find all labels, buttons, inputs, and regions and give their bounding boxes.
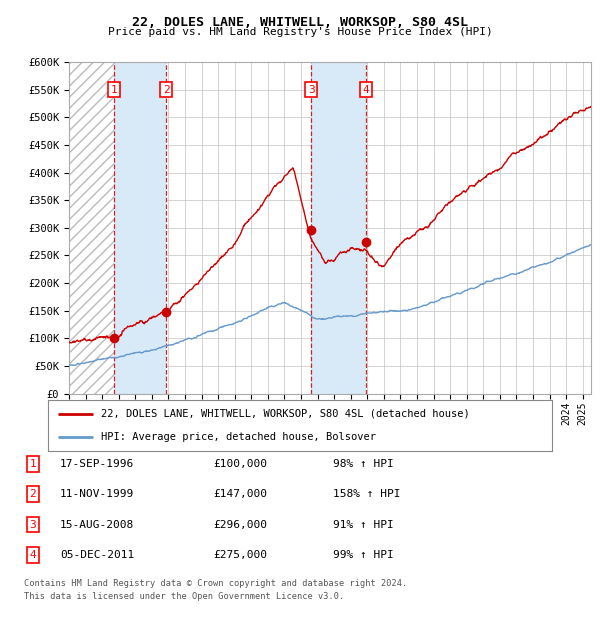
Text: 4: 4 (29, 550, 37, 560)
Text: 3: 3 (308, 85, 314, 95)
Text: 1: 1 (29, 459, 37, 469)
Text: HPI: Average price, detached house, Bolsover: HPI: Average price, detached house, Bols… (101, 432, 376, 442)
Text: 15-AUG-2008: 15-AUG-2008 (60, 520, 134, 529)
Text: 17-SEP-1996: 17-SEP-1996 (60, 459, 134, 469)
Bar (311, 62, 366, 394)
Text: 11-NOV-1999: 11-NOV-1999 (60, 489, 134, 499)
Text: 22, DOLES LANE, WHITWELL, WORKSOP, S80 4SL: 22, DOLES LANE, WHITWELL, WORKSOP, S80 4… (132, 16, 468, 29)
Text: £100,000: £100,000 (213, 459, 267, 469)
Text: 158% ↑ HPI: 158% ↑ HPI (333, 489, 401, 499)
Text: Price paid vs. HM Land Registry's House Price Index (HPI): Price paid vs. HM Land Registry's House … (107, 27, 493, 37)
Text: £296,000: £296,000 (213, 520, 267, 529)
Text: 91% ↑ HPI: 91% ↑ HPI (333, 520, 394, 529)
Text: 1: 1 (110, 85, 117, 95)
Text: Contains HM Land Registry data © Crown copyright and database right 2024.: Contains HM Land Registry data © Crown c… (24, 578, 407, 588)
Text: 2: 2 (29, 489, 37, 499)
Text: 2: 2 (163, 85, 169, 95)
Text: 99% ↑ HPI: 99% ↑ HPI (333, 550, 394, 560)
Text: This data is licensed under the Open Government Licence v3.0.: This data is licensed under the Open Gov… (24, 592, 344, 601)
Bar (69, 62, 114, 394)
Bar (114, 62, 166, 394)
Text: 22, DOLES LANE, WHITWELL, WORKSOP, S80 4SL (detached house): 22, DOLES LANE, WHITWELL, WORKSOP, S80 4… (101, 409, 470, 419)
Text: £275,000: £275,000 (213, 550, 267, 560)
Text: 4: 4 (362, 85, 370, 95)
Text: 05-DEC-2011: 05-DEC-2011 (60, 550, 134, 560)
Text: 3: 3 (29, 520, 37, 529)
Text: 98% ↑ HPI: 98% ↑ HPI (333, 459, 394, 469)
Text: £147,000: £147,000 (213, 489, 267, 499)
